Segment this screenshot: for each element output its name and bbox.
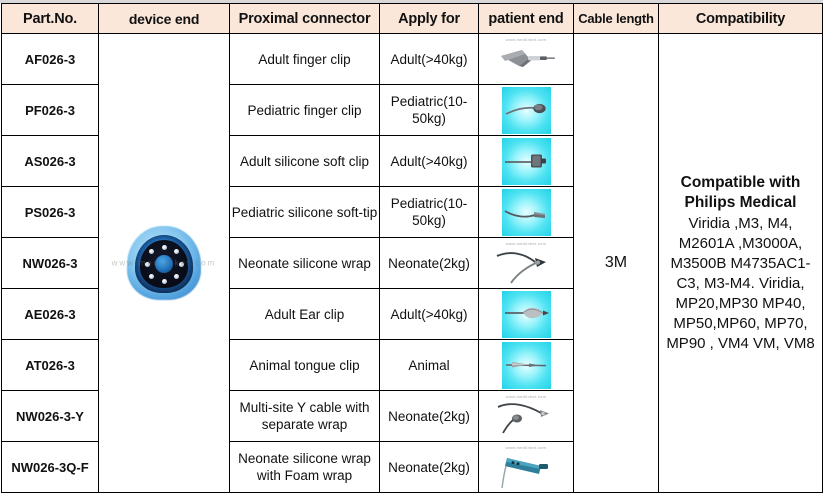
cell-proximal-connector: Neonate silicone wrap with Foam wrap bbox=[229, 441, 380, 493]
cell-apply-for: Adult(>40kg) bbox=[379, 135, 479, 187]
cell-apply-for: Neonate(2kg) bbox=[379, 237, 479, 289]
cell-patient-end bbox=[478, 288, 574, 340]
cell-apply-for: Adult(>40kg) bbox=[379, 33, 479, 85]
connector-pin bbox=[149, 249, 155, 255]
connector-center-post bbox=[155, 255, 173, 273]
cell-proximal-connector: Multi-site Y cable with separate wrap bbox=[229, 390, 380, 442]
thumbnail-multi-site-y-cable: www.medlinket.com bbox=[489, 392, 563, 440]
connector-art bbox=[121, 220, 207, 306]
cell-proximal-connector: Adult finger clip bbox=[229, 33, 380, 85]
cell-part-no: NW026-3-Y bbox=[1, 390, 99, 442]
patient-end-thumbnail: www.medlinket.com bbox=[479, 442, 573, 492]
connector-pin bbox=[173, 249, 179, 255]
compatibility-models: Viridia ,M3, M4, M2601A ,M3000A, M3500B … bbox=[666, 214, 815, 352]
cell-proximal-connector: Animal tongue clip bbox=[229, 339, 380, 391]
table-row: AT026-3 Animal tongue clip Animal bbox=[1, 339, 823, 391]
cell-part-no: AS026-3 bbox=[1, 135, 99, 187]
cell-part-no: AF026-3 bbox=[1, 33, 99, 85]
patient-end-thumbnail bbox=[479, 340, 573, 390]
table-header: Part.No. device end Proximal connector A… bbox=[1, 3, 823, 34]
thumbnail-caption: www.medlinket.com bbox=[505, 444, 547, 450]
cell-part-no: AT026-3 bbox=[1, 339, 99, 391]
device-end-connector-image: www.medlinket.com bbox=[99, 34, 229, 492]
patient-end-thumbnail: www.medlinket.com bbox=[479, 391, 573, 441]
column-header-patient-end: patient end bbox=[478, 3, 574, 34]
table-row: AF026-3 www.medlinket.com Adult finger cli… bbox=[1, 33, 823, 493]
column-header-part-no: Part.No. bbox=[1, 3, 99, 34]
table-row: PS026-3 Pediatric silicone soft-tip Pediat… bbox=[1, 186, 823, 238]
cell-patient-end: www.medlinket.com bbox=[478, 390, 574, 442]
connector-pin bbox=[149, 273, 155, 279]
column-header-compatibility: Compatibility bbox=[658, 3, 823, 34]
cell-device-end: www.medlinket.com bbox=[98, 33, 230, 493]
patient-end-thumbnail: www.medlinket.com bbox=[479, 34, 573, 84]
thumbnail-pediatric-silicone-soft-tip bbox=[501, 188, 551, 236]
header-row: Part.No. device end Proximal connector A… bbox=[1, 3, 823, 34]
table-row: NW026-3 Neonate silicone wrap Neonate(2kg)… bbox=[1, 237, 823, 289]
cell-apply-for: Neonate(2kg) bbox=[379, 441, 479, 493]
patient-end-thumbnail bbox=[479, 136, 573, 186]
cell-part-no: PS026-3 bbox=[1, 186, 99, 238]
thumbnail-caption: www.medlinket.com bbox=[505, 36, 547, 42]
cell-patient-end bbox=[478, 186, 574, 238]
thumbnail-neonate-foam-wrap: www.medlinket.com bbox=[489, 443, 563, 491]
patient-end-thumbnail bbox=[479, 187, 573, 237]
thumbnail-animal-tongue-clip bbox=[501, 341, 551, 389]
connector-pin bbox=[173, 273, 179, 279]
cell-part-no: NW026-3Q-F bbox=[1, 441, 99, 493]
cell-proximal-connector: Adult silicone soft clip bbox=[229, 135, 380, 187]
column-header-proximal-connector: Proximal connector bbox=[229, 3, 380, 34]
thumbnail-adult-finger-clip: www.medlinket.com bbox=[489, 35, 563, 83]
thumbnail-pediatric-finger-clip bbox=[501, 86, 551, 134]
cell-proximal-connector: Pediatric finger clip bbox=[229, 84, 380, 136]
table-row: AS026-3 Adult silicone soft clip Adult(>40… bbox=[1, 135, 823, 187]
table-row: NW026-3-Y Multi-site Y cable with separat… bbox=[1, 390, 823, 442]
cell-patient-end: www.medlinket.com bbox=[478, 33, 574, 85]
thumbnail-neonate-silicone-wrap: www.medlinket.com bbox=[489, 239, 563, 287]
patient-end-thumbnail bbox=[479, 85, 573, 135]
cell-apply-for: Adult(>40kg) bbox=[379, 288, 479, 340]
cell-apply-for: Animal bbox=[379, 339, 479, 391]
cell-cable-length: 3M bbox=[573, 33, 659, 493]
table-body: AF026-3 www.medlinket.com Adult finger cli… bbox=[1, 33, 823, 493]
product-spec-table: Part.No. device end Proximal connector A… bbox=[1, 3, 823, 493]
patient-end-thumbnail bbox=[479, 289, 573, 339]
thumbnail-adult-ear-clip bbox=[501, 290, 551, 338]
cell-part-no: NW026-3 bbox=[1, 237, 99, 289]
column-header-apply-for: Apply for bbox=[379, 3, 479, 34]
table-row: PF026-3 Pediatric finger clip Pediatric(10… bbox=[1, 84, 823, 136]
connector-pin bbox=[144, 261, 150, 267]
cell-apply-for: Neonate(2kg) bbox=[379, 390, 479, 442]
column-header-cable-length: Cable length bbox=[573, 3, 659, 34]
top-edge-strip bbox=[0, 0, 823, 3]
cell-part-no: AE026-3 bbox=[1, 288, 99, 340]
cell-apply-for: Pediatric(10-50kg) bbox=[379, 84, 479, 136]
column-header-device-end: device end bbox=[98, 3, 230, 34]
cell-patient-end bbox=[478, 84, 574, 136]
cell-proximal-connector: Neonate silicone wrap bbox=[229, 237, 380, 289]
cell-patient-end bbox=[478, 339, 574, 391]
table-row: AE026-3 Adult Ear clip Adult(>40kg) bbox=[1, 288, 823, 340]
cell-part-no: PF026-3 bbox=[1, 84, 99, 136]
connector-pin bbox=[178, 261, 184, 267]
connector-pin bbox=[161, 244, 167, 250]
patient-end-thumbnail: www.medlinket.com bbox=[479, 238, 573, 288]
thumbnail-caption: www.medlinket.com bbox=[505, 393, 547, 399]
cell-patient-end bbox=[478, 135, 574, 187]
thumbnail-adult-silicone-soft-clip bbox=[501, 137, 551, 185]
cell-proximal-connector: Pediatric silicone soft-tip bbox=[229, 186, 380, 238]
cell-patient-end: www.medlinket.com bbox=[478, 237, 574, 289]
compatibility-title: Compatible with Philips Medical bbox=[680, 173, 801, 211]
cell-proximal-connector: Adult Ear clip bbox=[229, 288, 380, 340]
thumbnail-caption: www.medlinket.com bbox=[505, 240, 547, 246]
connector-pin bbox=[161, 278, 167, 284]
cell-apply-for: Pediatric(10-50kg) bbox=[379, 186, 479, 238]
cell-patient-end: www.medlinket.com bbox=[478, 441, 574, 493]
cell-compatibility: Compatible with Philips Medical Viridia ,… bbox=[658, 33, 823, 493]
